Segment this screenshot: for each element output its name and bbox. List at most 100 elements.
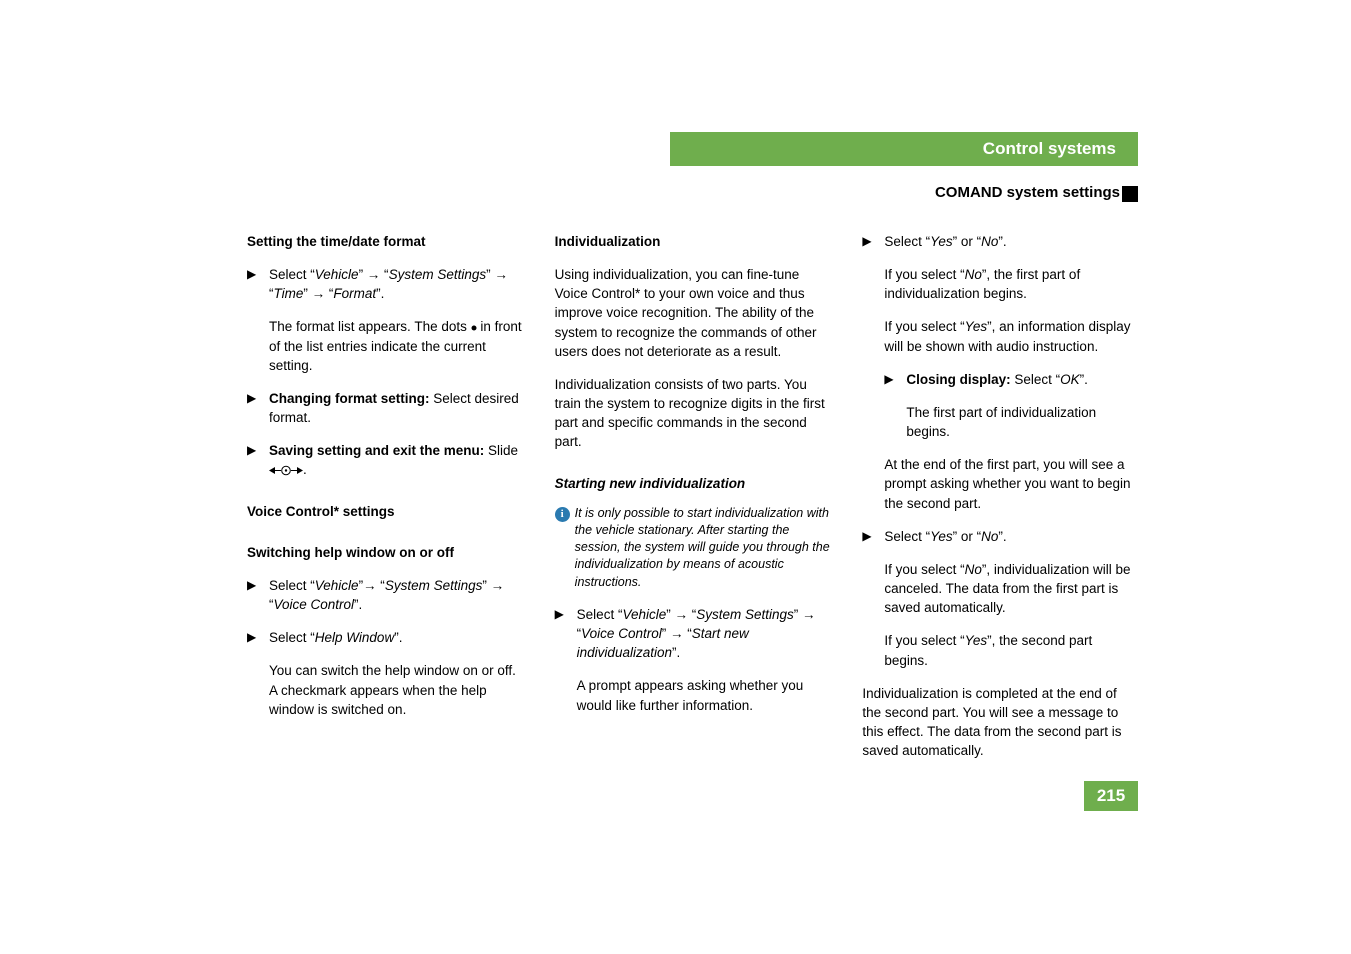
t: ” or “ <box>953 234 982 249</box>
t: . <box>303 462 307 477</box>
t: Select “ <box>577 607 623 622</box>
column-2: Individualization Using individualizatio… <box>555 232 831 774</box>
step-body: Select “Yes” or “No”. <box>884 527 1138 546</box>
t: ”→ “ <box>359 578 385 593</box>
i: Yes <box>965 319 988 334</box>
page-number: 215 <box>1084 781 1138 811</box>
t: If you select “ <box>884 562 964 577</box>
t: Select “ <box>884 529 930 544</box>
t: Select “ <box>1011 372 1061 387</box>
i: Voice Control <box>274 597 355 612</box>
heading-time-date: Setting the time/date format <box>247 232 523 251</box>
t: ”. <box>672 645 680 660</box>
subheader-row: COMAND system settings <box>935 184 1120 202</box>
triangle-icon: ▶ <box>884 370 906 389</box>
t: ” → “ <box>359 267 389 282</box>
step-body: Select “Vehicle” → “System Settings” → “… <box>269 265 523 303</box>
i: Yes <box>930 234 953 249</box>
para-indiv-parts: Individualization consists of two parts.… <box>555 375 831 452</box>
para-first-part-begins: The first part of individualization begi… <box>906 403 1138 441</box>
para-indiv-intro: Using individualization, you can fine-tu… <box>555 265 831 361</box>
t: ”. <box>354 597 362 612</box>
t: Select “ <box>269 578 315 593</box>
i: Time <box>274 286 304 301</box>
para-format-list: The format list appears. The dots in fro… <box>269 317 523 374</box>
para-help-window-toggle: You can switch the help window on or off… <box>269 661 523 718</box>
i: OK <box>1060 372 1080 387</box>
t: ”. <box>998 529 1006 544</box>
subheader-text: COMAND system settings <box>935 184 1120 201</box>
subheader-marker <box>1122 186 1138 202</box>
t: ” → “ <box>662 626 692 641</box>
t: If you select “ <box>884 267 964 282</box>
i: No <box>981 234 998 249</box>
i: No <box>981 529 998 544</box>
triangle-icon: ▶ <box>862 232 884 251</box>
heading-individualization: Individualization <box>555 232 831 251</box>
step-select-format: ▶ Select “Vehicle” → “System Settings” →… <box>247 265 523 303</box>
step-save-setting: ▶ Saving setting and exit the menu: Slid… <box>247 441 523 479</box>
info-icon-wrap: i <box>555 505 575 591</box>
i: Voice Control <box>581 626 662 641</box>
step-body: Select “Help Window”. <box>269 628 523 647</box>
para-if-yes-2: If you select “Yes”, the second part beg… <box>884 631 1138 669</box>
header-title: Control systems <box>983 139 1116 159</box>
step-select-voice-control: ▶ Select “Vehicle”→ “System Settings” → … <box>247 576 523 614</box>
note-stationary: i It is only possible to start individua… <box>555 505 831 591</box>
step-change-format: ▶ Changing format setting: Select desire… <box>247 389 523 427</box>
t: Select “ <box>269 630 315 645</box>
b: Saving setting and exit the menu: <box>269 443 484 458</box>
heading-voice-control: Voice Control* settings <box>247 502 523 521</box>
i: Help Window <box>315 630 394 645</box>
triangle-icon: ▶ <box>247 265 269 303</box>
t: If you select “ <box>884 319 964 334</box>
step-closing-display: ▶ Closing display: Select “OK”. <box>884 370 1138 389</box>
t: If you select “ <box>884 633 964 648</box>
t: ”. <box>376 286 384 301</box>
t: ” → “ <box>303 286 333 301</box>
i: System Settings <box>696 607 794 622</box>
i: System Settings <box>389 267 487 282</box>
i: Yes <box>965 633 988 648</box>
step-start-indiv: ▶ Select “Vehicle” → “System Settings” →… <box>555 605 831 662</box>
t: Select “ <box>884 234 930 249</box>
t: Select “ <box>269 267 315 282</box>
dot-icon <box>471 325 477 331</box>
para-if-no-1: If you select “No”, the first part of in… <box>884 265 1138 303</box>
para-if-no-2: If you select “No”, individualization wi… <box>884 560 1138 617</box>
t: ”. <box>1080 372 1088 387</box>
column-3: ▶ Select “Yes” or “No”. If you select “N… <box>862 232 1138 774</box>
triangle-icon: ▶ <box>247 441 269 479</box>
t: The format list appears. The dots <box>269 319 471 334</box>
step-body: Closing display: Select “OK”. <box>906 370 1138 389</box>
i: Vehicle <box>622 607 666 622</box>
t: Slide <box>484 443 518 458</box>
step-body: Select “Vehicle” → “System Settings” → “… <box>577 605 831 662</box>
para-indiv-complete: Individualization is completed at the en… <box>862 684 1138 761</box>
i: Format <box>333 286 376 301</box>
b: Closing display: <box>906 372 1010 387</box>
step-body: Select “Vehicle”→ “System Settings” → “V… <box>269 576 523 614</box>
t: ”. <box>998 234 1006 249</box>
header-bar: Control systems <box>670 132 1138 166</box>
note-text: It is only possible to start individuali… <box>575 505 831 591</box>
triangle-icon: ▶ <box>862 527 884 546</box>
slide-left-right-icon <box>269 465 303 476</box>
i: System Settings <box>385 578 483 593</box>
step-select-yes-no-1: ▶ Select “Yes” or “No”. <box>862 232 1138 251</box>
step-body: Changing format setting: Select desired … <box>269 389 523 427</box>
para-end-first-part: At the end of the first part, you will s… <box>884 455 1138 512</box>
column-1: Setting the time/date format ▶ Select “V… <box>247 232 523 774</box>
i: No <box>965 267 982 282</box>
i: Vehicle <box>315 267 359 282</box>
content-columns: Setting the time/date format ▶ Select “V… <box>247 232 1138 774</box>
triangle-icon: ▶ <box>555 605 577 662</box>
heading-help-window: Switching help window on or off <box>247 543 523 562</box>
t: ”. <box>394 630 402 645</box>
heading-start-indiv: Starting new individualization <box>555 474 831 493</box>
i: Yes <box>930 529 953 544</box>
i: Vehicle <box>315 578 359 593</box>
t: ” or “ <box>953 529 982 544</box>
step-body: Select “Yes” or “No”. <box>884 232 1138 251</box>
triangle-icon: ▶ <box>247 576 269 614</box>
